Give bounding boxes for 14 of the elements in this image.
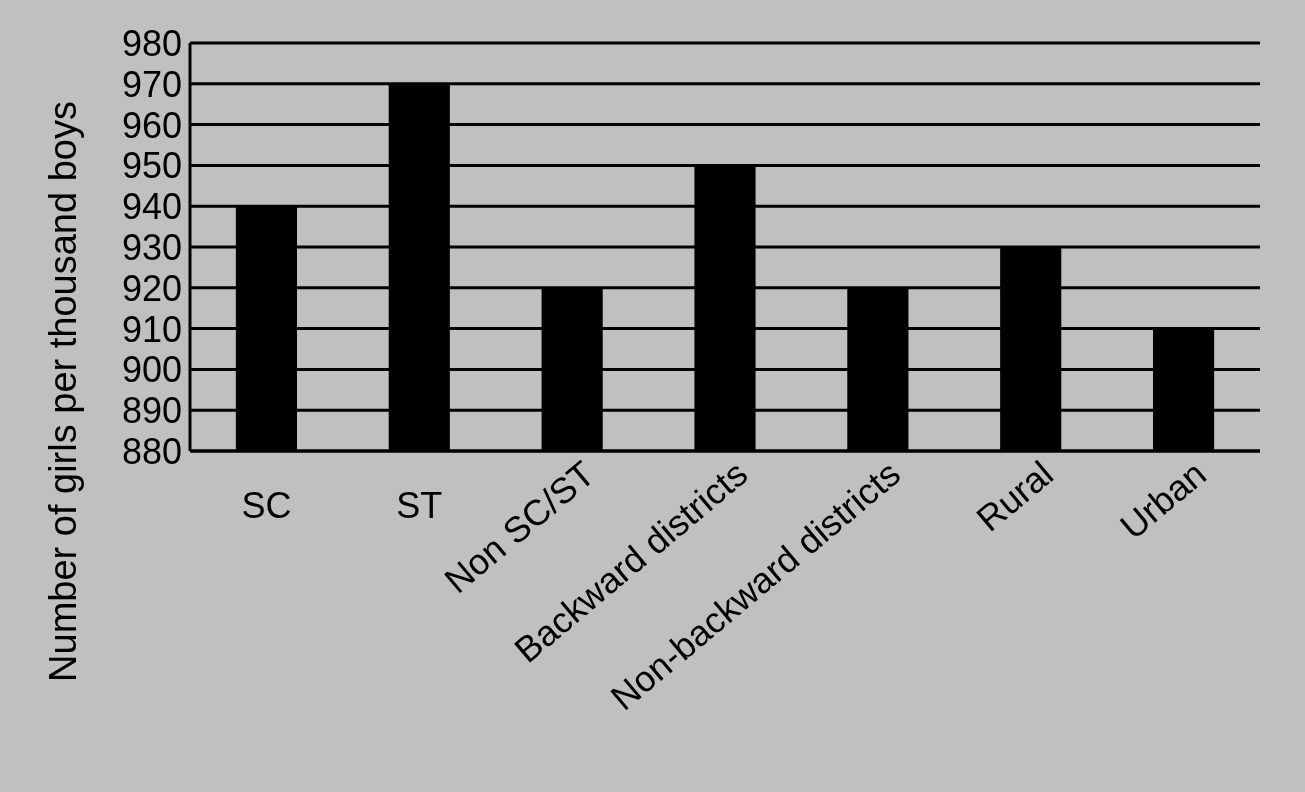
y-tick-label: 970: [121, 63, 182, 105]
y-axis-title: Number of girls per thousand boys: [42, 101, 84, 682]
y-tick-label: 950: [121, 145, 182, 187]
y-tick-label: 920: [121, 267, 182, 309]
y-tick-label: 980: [121, 22, 182, 64]
y-tick-label: 930: [121, 226, 182, 268]
y-tick-label: 940: [121, 186, 182, 228]
y-tick-label: 900: [121, 349, 182, 391]
y-tick-label: 960: [121, 104, 182, 146]
x-tick-label: SC: [241, 485, 292, 526]
y-tick-label: 890: [121, 390, 182, 432]
y-tick-label: 910: [121, 308, 182, 350]
x-tick-label: ST: [396, 485, 443, 526]
y-tick-label: 880: [121, 430, 182, 472]
